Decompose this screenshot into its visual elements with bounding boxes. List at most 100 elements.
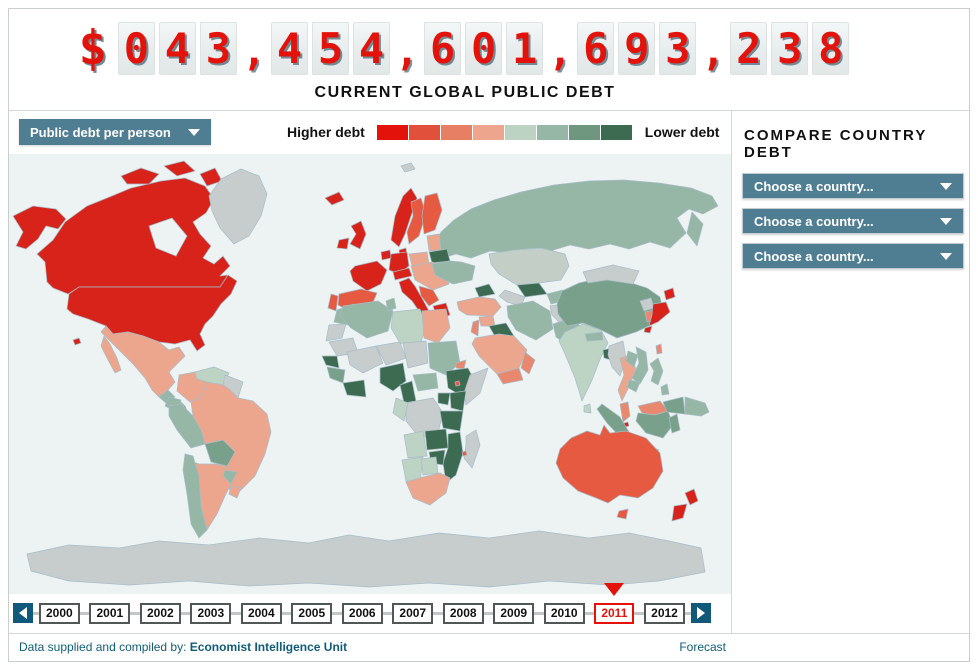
country-select-3[interactable]: Choose a country... [742,243,964,269]
year-button-2002[interactable]: 2002 [139,603,181,624]
country-australia[interactable] [555,424,664,504]
country-taiwan[interactable] [655,343,663,355]
country-senegal[interactable] [321,355,340,369]
country-russia[interactable] [433,179,719,259]
country-malaysia[interactable] [619,401,631,423]
country-tanzania[interactable] [439,410,464,432]
country-myanmar[interactable] [607,340,627,377]
country-mongolia[interactable] [582,264,640,285]
country-nigeria[interactable] [379,362,407,392]
country-alpine[interactable] [392,267,413,281]
metric-dropdown[interactable]: Public debt per person [19,119,211,145]
country-levant[interactable] [470,319,480,337]
country-usa-alaska[interactable] [12,205,67,250]
country-antarctica[interactable] [26,530,706,588]
country-new-zealand-south[interactable] [671,503,688,522]
country-mexico[interactable] [100,325,186,398]
country-philippines-mindanao[interactable] [660,383,670,396]
country-egypt[interactable] [421,308,451,344]
previous-year-button[interactable] [13,603,33,623]
country-guinea[interactable] [326,366,346,384]
country-philippines[interactable] [649,357,664,386]
country-iran[interactable] [506,300,554,341]
country-sri-lanka[interactable] [583,403,592,414]
country-sweden[interactable] [406,197,427,245]
country-syria[interactable] [478,315,496,327]
country-nepal[interactable] [584,331,604,342]
country-france[interactable] [349,260,388,292]
country-uzbekistan[interactable] [516,282,548,298]
country-mauritius[interactable] [461,450,468,457]
country-angola[interactable] [403,430,428,459]
country-yemen[interactable] [496,367,524,385]
year-button-2000[interactable]: 2000 [39,603,80,624]
country-uganda[interactable] [437,392,451,406]
country-libya[interactable] [390,308,427,346]
country-portugal[interactable] [327,293,339,312]
country-laos[interactable] [625,350,639,368]
country-congo-gabon[interactable] [392,397,409,422]
country-indonesia-sulawesi[interactable] [668,413,681,434]
year-button-2001[interactable]: 2001 [89,603,131,624]
country-seychelles[interactable] [454,380,461,387]
country-ireland[interactable] [336,237,350,250]
country-select-2[interactable]: Choose a country... [742,208,964,234]
country-oman[interactable] [520,351,536,375]
country-zambia[interactable] [424,428,449,451]
country-ukraine[interactable] [431,260,476,285]
country-australia-tasmania[interactable] [616,508,629,520]
country-kenya[interactable] [449,390,467,412]
year-button-2008[interactable]: 2008 [442,603,484,624]
year-button-2005[interactable]: 2005 [291,603,333,624]
country-kazakhstan[interactable] [488,247,570,286]
country-botswana[interactable] [420,456,439,476]
country-select-1[interactable]: Choose a country... [742,173,964,199]
country-cambodia[interactable] [626,379,641,393]
country-turkmenistan[interactable] [498,289,526,307]
country-mali[interactable] [346,345,384,374]
country-iceland[interactable] [324,191,345,206]
country-brazil[interactable] [190,381,272,495]
year-button-2003[interactable]: 2003 [190,603,232,624]
country-somalia[interactable] [463,367,489,406]
country-mexico-baja[interactable] [100,335,122,374]
country-new-zealand-north[interactable] [684,488,699,506]
year-button-2007[interactable]: 2007 [392,603,434,624]
country-india[interactable] [558,323,609,402]
country-algeria[interactable] [339,300,394,339]
country-south-africa[interactable] [405,472,451,506]
country-cameroon[interactable] [399,380,417,404]
country-papua-new-guinea[interactable] [684,396,710,417]
country-svalbard[interactable] [400,162,416,173]
country-chad[interactable] [402,340,429,369]
country-japan-kyushu[interactable] [643,325,653,334]
country-madagascar[interactable] [463,429,481,469]
country-japan-honshu[interactable] [648,301,671,327]
country-ivory-coast-ghana[interactable] [342,379,367,398]
country-russia-kamchatka[interactable] [686,211,704,247]
country-indonesia-borneo[interactable] [635,410,674,439]
country-japan-hokkaido[interactable] [663,287,676,301]
country-canada[interactable] [36,177,231,295]
country-western-sahara[interactable] [325,323,347,342]
country-usa-hawaii[interactable] [72,337,82,346]
country-finland[interactable] [421,192,443,235]
country-uk[interactable] [349,220,367,250]
country-chile[interactable] [182,453,208,539]
year-button-2010[interactable]: 2010 [543,603,585,624]
country-turkey[interactable] [456,296,502,317]
country-bolivia[interactable] [204,439,236,467]
country-sudan[interactable] [427,340,461,376]
country-norway[interactable] [390,187,418,248]
country-mozambique[interactable] [442,431,464,484]
country-benelux[interactable] [380,249,392,261]
country-belarus[interactable] [428,248,451,264]
country-central-african-republic[interactable] [412,372,439,392]
country-caucasus[interactable] [474,283,496,298]
country-tunisia[interactable] [385,297,397,312]
year-button-2009[interactable]: 2009 [493,603,535,624]
country-vietnam[interactable] [631,346,649,385]
next-year-button[interactable] [691,603,711,623]
year-button-2012[interactable]: 2012 [644,603,685,624]
year-button-2006[interactable]: 2006 [341,603,383,624]
